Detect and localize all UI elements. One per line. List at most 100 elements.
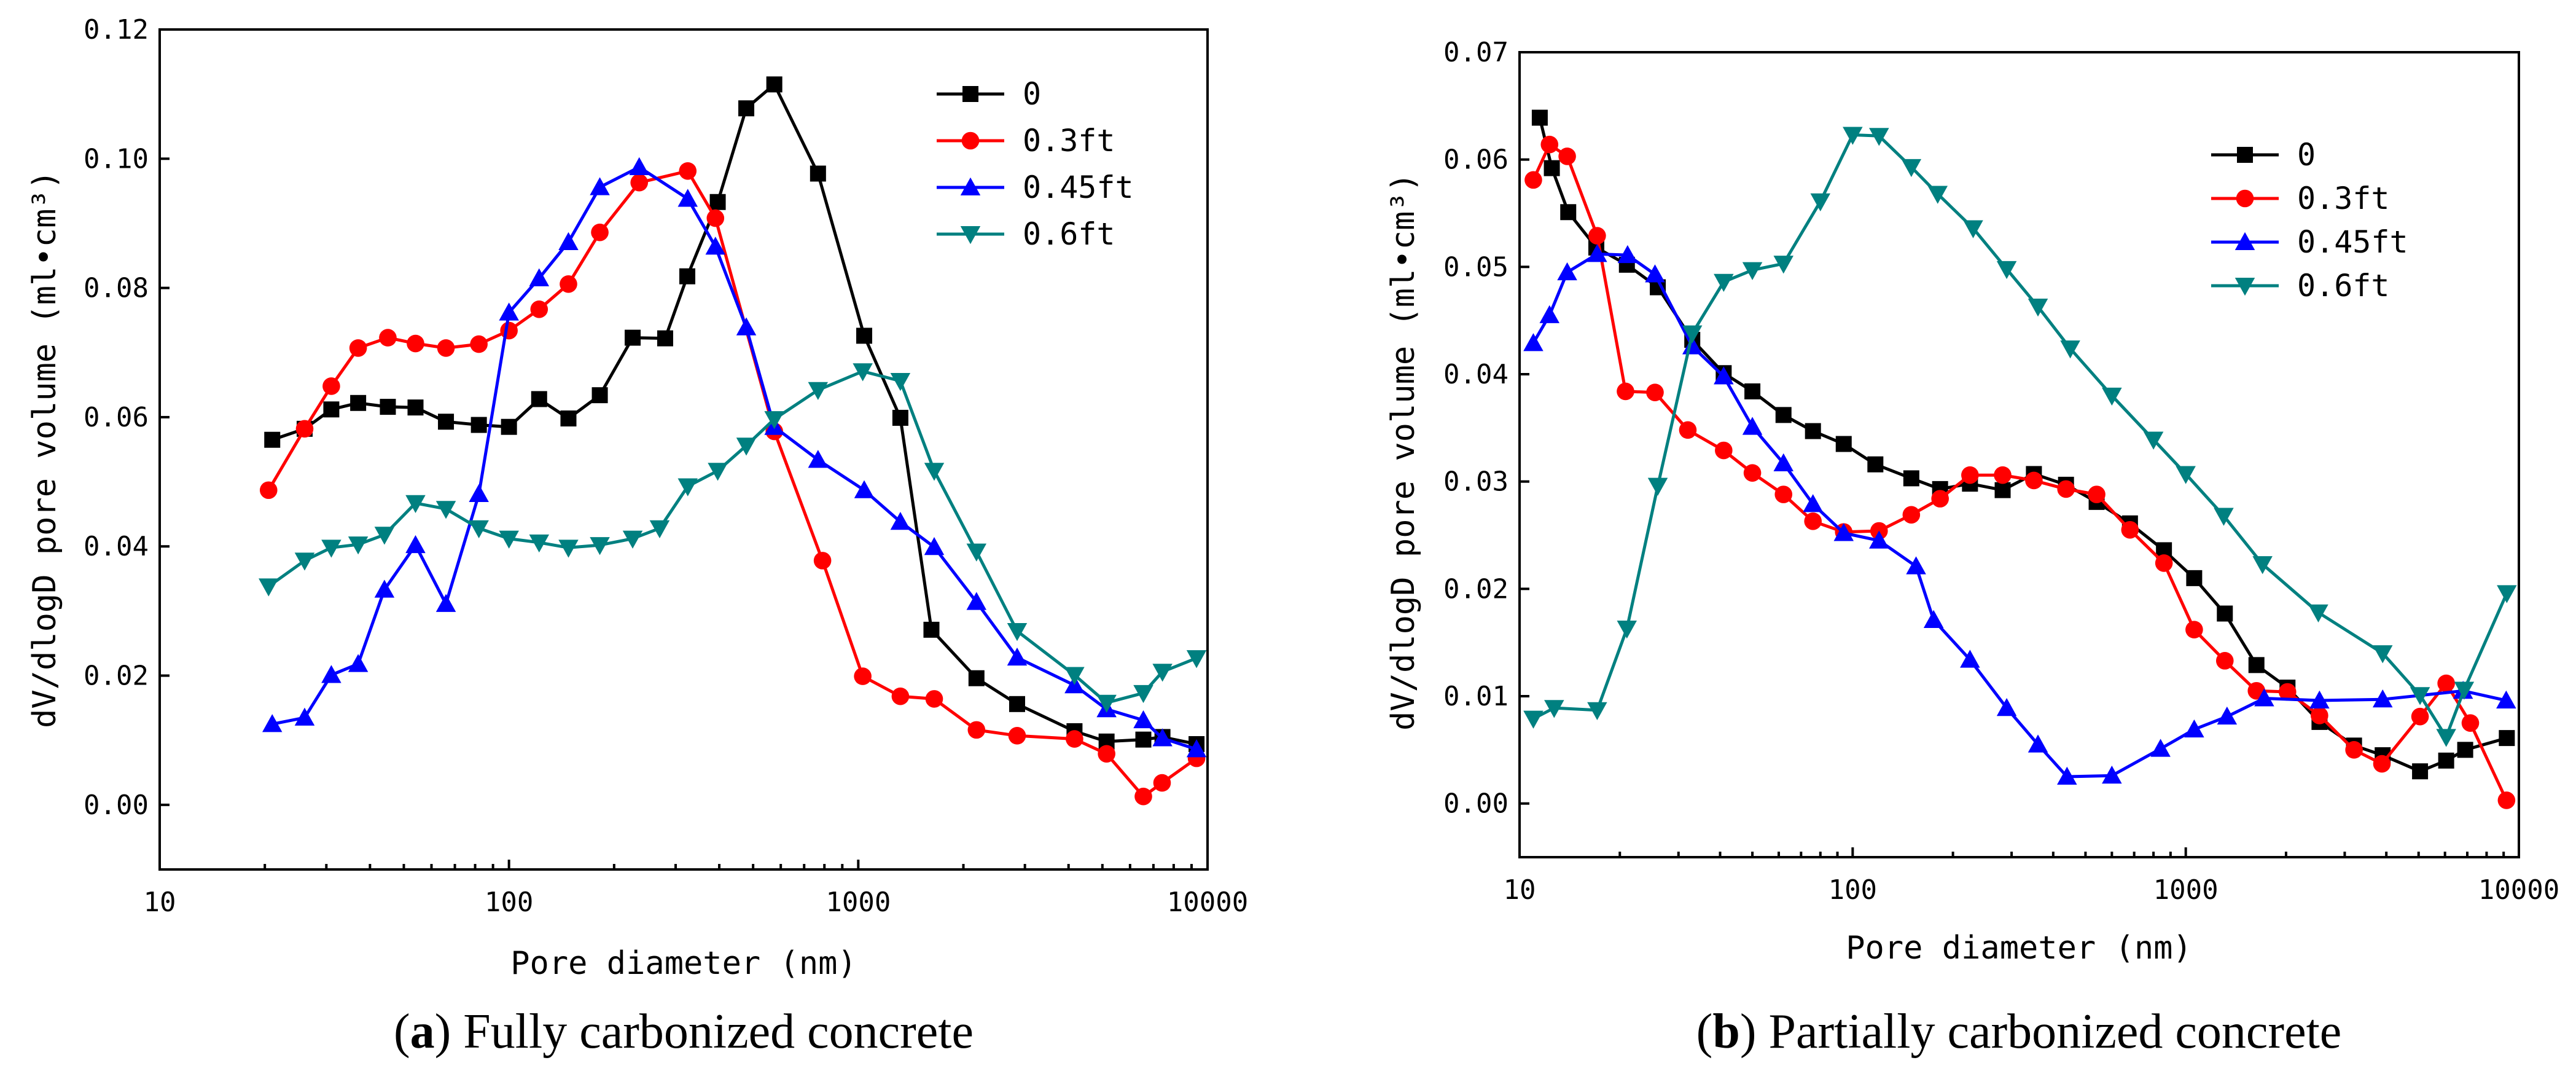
data-point: [1833, 523, 1854, 541]
data-point: [1994, 482, 2011, 498]
data-point: [1558, 147, 1576, 165]
y-tick-label: 0.02: [84, 661, 149, 692]
data-point: [2497, 791, 2516, 809]
panel-caption-text: Partially carbonized concrete: [1768, 1005, 2341, 1059]
data-point: [259, 578, 279, 597]
data-point: [677, 189, 698, 207]
data-point: [1539, 305, 1560, 323]
data-point: [294, 552, 315, 571]
data-point: [499, 530, 519, 549]
x-tick-label: 100: [1829, 874, 1877, 906]
data-point: [264, 431, 281, 448]
data-point: [1835, 436, 1852, 452]
panel-letter: a: [410, 1005, 435, 1059]
data-point: [2057, 766, 2077, 785]
data-point: [925, 690, 943, 708]
data-point: [2254, 688, 2274, 707]
data-point: [1994, 466, 2012, 484]
data-point: [810, 165, 826, 182]
data-point: [1098, 745, 1115, 763]
panel-caption: (a) Fully carbonized concrete: [394, 1005, 974, 1059]
data-point: [405, 495, 426, 514]
data-point: [1007, 647, 1028, 666]
data-point: [968, 670, 985, 686]
data-point: [923, 621, 940, 638]
data-point: [2461, 714, 2480, 732]
panel-b-chart: 0.00 0.01 0.02 0.03 0.04 0.05 0.06 0.07 10 100 100…: [1385, 37, 2559, 1059]
data-point: [348, 536, 369, 555]
data-point: [1931, 490, 1949, 508]
data-point: [349, 339, 367, 357]
legend-entry: 0.3ft: [2211, 181, 2390, 216]
data-point: [529, 534, 550, 553]
data-point: [630, 173, 649, 192]
data-point: [2308, 604, 2328, 623]
y-tick-label: 0.06: [1443, 144, 1509, 176]
data-point: [736, 317, 757, 335]
legend-entry: 0: [2211, 137, 2316, 173]
data-point: [1133, 685, 1153, 704]
data-point: [1152, 728, 1173, 747]
data-point: [529, 268, 550, 286]
data-point: [764, 411, 784, 430]
data-point: [1679, 421, 1697, 439]
data-point: [321, 540, 342, 558]
data-point: [1544, 160, 1560, 176]
data-point: [437, 339, 455, 357]
data-point: [294, 707, 315, 726]
data-point: [1996, 697, 2017, 716]
y-axis-title: dV/dlogD pore volume (ml•cm³): [1385, 173, 1422, 731]
series-line: [271, 165, 1197, 751]
data-point: [2248, 657, 2265, 673]
data-point: [2025, 471, 2043, 490]
data-point: [2186, 570, 2203, 586]
data-point: [2102, 387, 2122, 406]
data-point: [1647, 477, 1668, 496]
data-point: [705, 237, 726, 255]
data-point: [350, 394, 367, 411]
legend: 0 0.3ft 0.45ft 0.6ft: [937, 76, 1134, 252]
data-point: [2411, 707, 2429, 726]
data-point: [856, 328, 873, 344]
data-point: [966, 543, 987, 562]
data-point: [1867, 456, 1884, 473]
data-point: [2436, 729, 2456, 747]
data-point: [470, 335, 488, 353]
legend-marker: [962, 86, 978, 102]
data-point: [891, 687, 910, 705]
data-point: [738, 100, 755, 117]
legend: 0 0.3ft 0.45ft 0.6ft: [2211, 137, 2408, 304]
data-point: [1133, 710, 1153, 729]
data-point: [2057, 480, 2075, 498]
data-point: [1186, 650, 1207, 669]
data-point: [2121, 520, 2139, 539]
legend-marker: [960, 177, 981, 195]
data-point: [2499, 730, 2515, 747]
data-point: [854, 667, 872, 685]
data-point: [1523, 333, 1544, 351]
data-point: [2088, 485, 2106, 503]
data-point: [323, 401, 340, 418]
data-point: [1135, 731, 1152, 748]
series-group: [1523, 109, 2517, 809]
data-point: [2309, 690, 2330, 708]
data-point: [1544, 700, 1564, 718]
y-tick-label: 0.06: [84, 402, 149, 433]
data-point: [1646, 383, 1664, 401]
data-point: [590, 177, 610, 195]
data-point: [2372, 645, 2393, 664]
data-point: [2457, 742, 2473, 758]
data-point: [649, 520, 670, 539]
data-point: [470, 417, 487, 433]
data-point: [1773, 453, 1793, 471]
data-point: [435, 501, 456, 519]
data-point: [1523, 710, 1544, 729]
data-point: [558, 232, 579, 250]
x-tick-label: 10: [1504, 874, 1536, 906]
data-point: [591, 223, 609, 241]
data-point: [1186, 739, 1207, 758]
data-point: [853, 363, 873, 382]
data-point: [1009, 696, 1025, 712]
data-point: [1560, 204, 1577, 221]
data-point: [380, 399, 396, 415]
